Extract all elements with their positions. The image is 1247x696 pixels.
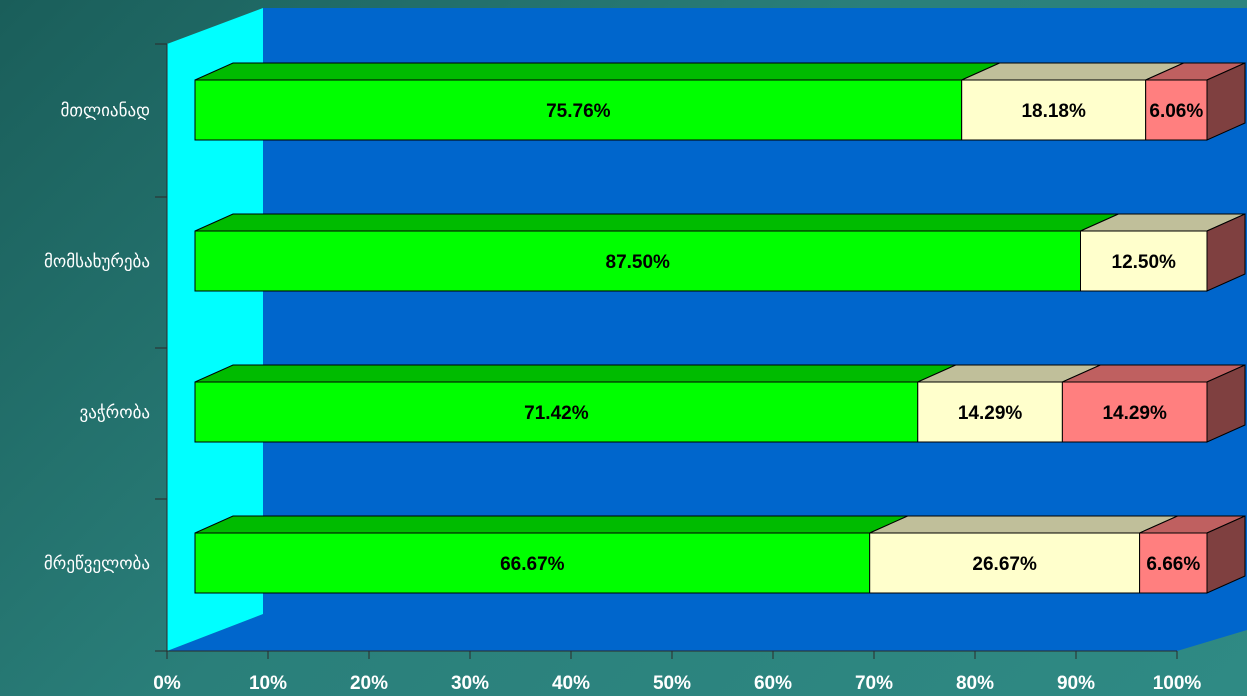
x-tick-label: 50%	[653, 673, 691, 694]
x-tick-label: 0%	[153, 673, 181, 694]
chart-labels: 0% 10% 20% 30% 40% 50% 60% 70% 80% 90% 100% მთლიანა…	[44, 101, 1203, 694]
bar-top-face	[869, 515, 1178, 534]
data-label: 66.67%	[500, 554, 565, 575]
chart-axes	[155, 43, 1178, 659]
bar-segment	[1080, 230, 1208, 292]
category-label: მრეწველობა	[44, 554, 150, 574]
bar-segment	[194, 230, 1081, 292]
bar-top-face	[194, 364, 956, 383]
chart-bars	[194, 62, 1246, 594]
bar-segment	[1145, 79, 1208, 141]
bar-segment	[194, 79, 963, 141]
data-label: 87.50%	[606, 252, 671, 273]
side-wall	[167, 8, 263, 651]
bar-top-face	[194, 515, 908, 534]
chart-walls	[167, 8, 1247, 651]
data-label: 14.29%	[958, 403, 1023, 424]
bar-segment	[961, 79, 1147, 141]
category-label: მთლიანად	[61, 101, 150, 121]
x-tick-label: 90%	[1057, 673, 1095, 694]
bar-segment	[1061, 381, 1208, 443]
bar-top-face	[194, 62, 1000, 81]
bar-segment	[1139, 532, 1208, 594]
data-label: 75.76%	[546, 101, 611, 122]
data-label: 71.42%	[524, 403, 589, 424]
x-tick-label: 30%	[451, 673, 489, 694]
bar-segment	[869, 532, 1141, 594]
x-tick-label: 20%	[350, 673, 388, 694]
x-tick-label: 80%	[956, 673, 994, 694]
bar-segment	[194, 532, 871, 594]
data-label: 6.06%	[1149, 101, 1203, 122]
x-tick-label: 60%	[754, 673, 792, 694]
data-label: 14.29%	[1102, 403, 1167, 424]
category-label: ვაჭრობა	[79, 403, 150, 423]
data-label: 26.67%	[972, 554, 1037, 575]
bar-top-face	[194, 213, 1119, 232]
x-tick-label: 70%	[855, 673, 893, 694]
bar-segment	[917, 381, 1063, 443]
data-label: 12.50%	[1112, 252, 1177, 273]
x-tick-label: 10%	[249, 673, 287, 694]
data-label: 18.18%	[1021, 101, 1086, 122]
bar-segment	[194, 381, 919, 443]
data-label: 6.66%	[1146, 554, 1200, 575]
back-wall	[167, 8, 1247, 651]
x-tick-label: 100%	[1153, 673, 1202, 694]
x-tick-label: 40%	[552, 673, 590, 694]
category-label: მომსახურება	[44, 252, 150, 272]
